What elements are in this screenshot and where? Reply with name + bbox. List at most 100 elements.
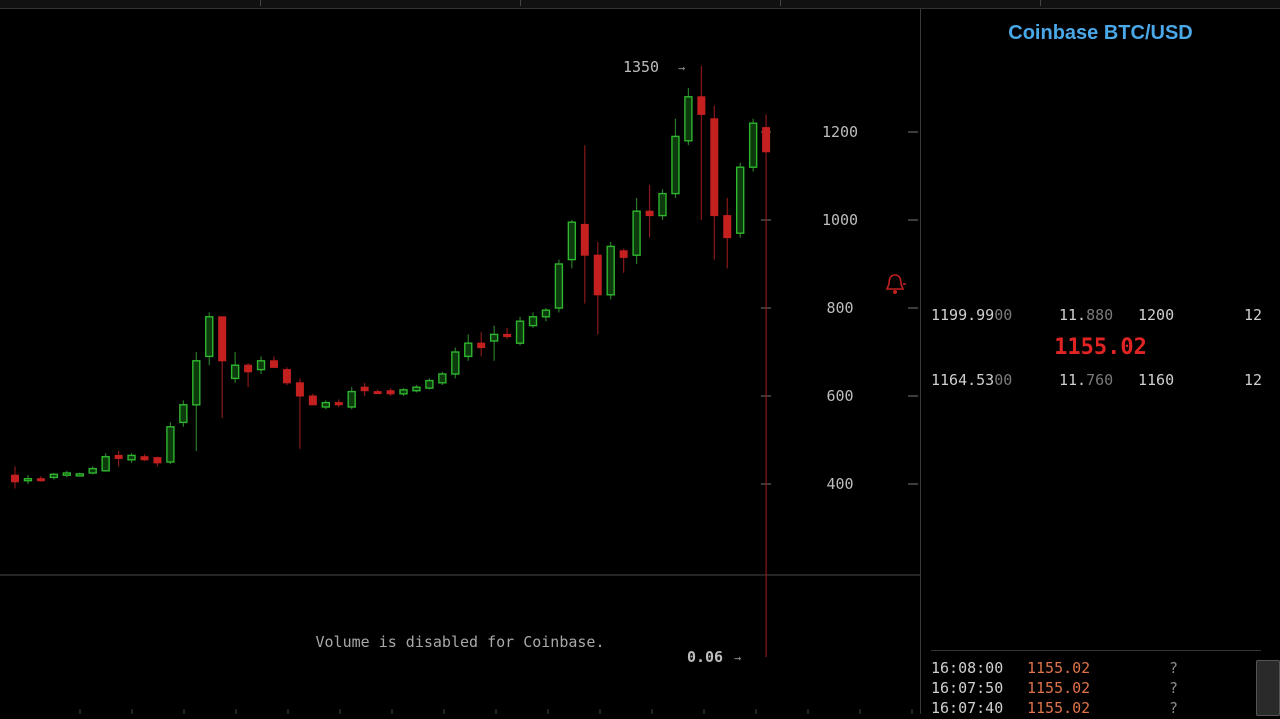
candle-body-down [710, 118, 719, 217]
candle-body-up [127, 454, 136, 461]
candle-body-up [541, 309, 551, 318]
market-panel: Coinbase BTC/USD 1199.9900 11.880 1200 1… [921, 9, 1280, 717]
candle-body-up [528, 316, 538, 327]
low-marker-arrow: → [734, 651, 741, 665]
bell-icon[interactable] [884, 272, 906, 296]
candle-body-down [114, 454, 123, 459]
orderbook-row-ask[interactable]: 1199.9900 11.880 1200 12 [931, 306, 1271, 326]
candle-body-up [399, 389, 408, 395]
candle-body-up [658, 192, 667, 217]
candle-body-down [645, 210, 654, 217]
orderbook-size: 11.760 [1059, 371, 1114, 389]
candle-body-up [101, 456, 110, 472]
trade-time: 16:07:50 [931, 679, 1004, 697]
candle-body-up [62, 472, 71, 476]
orderbook-price: 1199.9900 [931, 306, 1013, 324]
candle-body-up [606, 245, 615, 296]
low-marker-label: 0.06 [687, 648, 723, 666]
candle-body-down [334, 402, 343, 406]
high-marker-arrow: → [678, 61, 685, 75]
candle-body-up [489, 333, 499, 342]
trade-row: 16:08:00 1155.02 ? [931, 659, 1261, 679]
orderbook-count: 12 [1244, 306, 1263, 324]
candle-body-up [736, 166, 745, 234]
candle-body-down [153, 457, 162, 464]
top-toolbar-strip [0, 0, 1280, 9]
trade-price: 1155.02 [1027, 679, 1091, 697]
candle-body-up [88, 467, 97, 474]
candle-body-down [723, 215, 732, 239]
candle-body-down [11, 474, 19, 483]
candle-body-down [360, 386, 369, 392]
candle-body-up [438, 373, 447, 384]
price-chart[interactable]: 400 600 800 1000 1200 1350 → 0.06 → Volume is dis… [0, 9, 920, 714]
candle-body-down [580, 223, 589, 256]
y-tick-label: 800 [826, 299, 853, 317]
trade-price: 1155.02 [1027, 659, 1091, 677]
candle-body-down [762, 127, 771, 153]
candle-body-down [270, 360, 278, 368]
candle-body-down [140, 456, 149, 461]
trade-row: 16:07:40 1155.02 ? [931, 699, 1261, 719]
orderbook-level: 1200 [1138, 306, 1175, 324]
high-marker-label: 1350 [623, 58, 659, 76]
candle-body-down [36, 478, 45, 482]
orderbook-row-bid[interactable]: 1164.5300 11.760 1160 12 [931, 371, 1271, 391]
candle-body-up [748, 122, 758, 168]
trade-scrollbar[interactable] [1256, 660, 1280, 716]
candle-body-up [75, 473, 84, 477]
candle-body-down [593, 254, 602, 296]
candle-body-up [166, 426, 175, 463]
candle-body-up [412, 386, 421, 392]
orderbook-price: 1164.5300 [931, 371, 1013, 389]
candle-body-up [179, 404, 188, 424]
volume-disabled-note: Volume is disabled for Coinbase. [316, 633, 605, 651]
orderbook-size: 11.880 [1059, 306, 1114, 324]
candle-body-up [464, 342, 473, 358]
candle-body-up [632, 210, 641, 256]
candle-body-down [386, 390, 395, 395]
candle-body-up [192, 360, 201, 406]
candle-body-down [697, 96, 706, 115]
candle-body-down [295, 382, 304, 397]
orderbook-count: 12 [1244, 371, 1263, 389]
last-price: 1155.02 [1054, 335, 1147, 360]
candle-body-down [244, 364, 253, 373]
candle-body-up [515, 320, 525, 344]
y-tick-label: 600 [826, 387, 853, 405]
candle-body-up [451, 351, 460, 375]
candle-body-down [282, 369, 291, 384]
trade-flag: ? [1169, 699, 1179, 717]
candlestick-chart[interactable]: 400 600 800 1000 1200 1350 → 0.06 → Volume is dis… [0, 9, 920, 714]
candle-body-up [256, 360, 266, 371]
candle-body-down [619, 250, 628, 258]
orderbook-level: 1160 [1138, 371, 1175, 389]
candle-body-up [49, 473, 59, 479]
candle-body-down [477, 342, 486, 349]
candle-body-up [567, 221, 577, 261]
trade-flag: ? [1169, 679, 1179, 697]
y-tick-label: 1000 [822, 211, 858, 229]
candle-body-up [230, 364, 240, 380]
candle-body-up [425, 379, 434, 389]
candle-body-down [503, 333, 512, 338]
candle-body-down [218, 316, 227, 362]
trade-row: 16:07:50 1155.02 ? [931, 679, 1261, 699]
trade-time: 16:08:00 [931, 659, 1004, 677]
candle-body-up [554, 263, 564, 309]
candle-body-up [205, 316, 214, 358]
trade-time: 16:07:40 [931, 699, 1004, 717]
candle-body-up [23, 478, 33, 482]
candle-body-up [671, 135, 680, 195]
trade-history[interactable]: 16:08:00 1155.02 ? 16:07:50 1155.02 ? 16… [931, 650, 1261, 719]
panel-divider [920, 9, 921, 714]
candle-body-down [373, 391, 382, 395]
candle-body-up [347, 390, 356, 408]
trade-price: 1155.02 [1027, 699, 1091, 717]
y-tick-label: 400 [826, 475, 853, 493]
candle-body-up [321, 401, 330, 408]
trade-flag: ? [1169, 659, 1179, 677]
candle-body-down [308, 395, 317, 406]
candle-body-up [684, 96, 693, 142]
y-tick-label: 1200 [822, 123, 858, 141]
